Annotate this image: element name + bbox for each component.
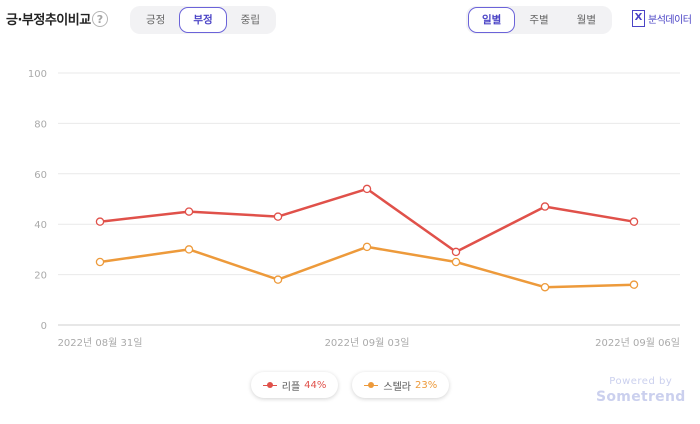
- series-line-1: [99, 245, 635, 289]
- data-point-0-6: [629, 217, 639, 226]
- data-point-1-0: [95, 257, 105, 267]
- watermark-line1: Powered by: [609, 376, 673, 387]
- y-tick-label: 20: [34, 271, 47, 282]
- data-point-0-3: [362, 184, 372, 194]
- y-tick-label: 0: [41, 321, 47, 332]
- line-chart: 0 20 40 60 80 100 2022년 08월 31일 2022년 09월 03일 20…: [28, 69, 680, 349]
- data-point-0-1: [184, 207, 194, 216]
- x-tick-label: 2022년 08월 31일: [58, 337, 143, 349]
- tab-weekly[interactable]: 주별: [529, 14, 549, 26]
- watermark-logo: Sometrend: [596, 389, 686, 405]
- legend-share-ripple: 44%: [304, 379, 327, 391]
- data-point-1-5: [540, 282, 550, 292]
- y-tick-label: 100: [28, 69, 47, 80]
- y-tick-label: 80: [34, 119, 47, 130]
- data-point-1-6: [629, 280, 639, 289]
- chart-title: 긍·부정추이비교: [6, 13, 91, 28]
- export-data-button[interactable]: X 분석데이터: [632, 10, 692, 27]
- x-tick-label: 2022년 09월 06일: [595, 337, 680, 349]
- x-tick-label: 2022년 09월 03일: [325, 337, 410, 349]
- data-point-0-0: [95, 217, 105, 226]
- data-point-1-2: [273, 275, 283, 284]
- series-line-0: [99, 187, 635, 254]
- excel-icon: X: [632, 10, 645, 27]
- legend-item-stellar[interactable]: 스텔라 23%: [352, 372, 450, 398]
- data-point-0-4: [451, 247, 461, 257]
- tab-monthly[interactable]: 월별: [576, 14, 596, 26]
- y-tick-label: 60: [34, 170, 47, 181]
- data-point-1-1: [184, 245, 194, 254]
- data-point-0-5: [540, 202, 550, 211]
- powered-by-watermark: Powered by Sometrend: [596, 376, 686, 405]
- legend-marker-stellar: [364, 381, 379, 389]
- help-icon[interactable]: ?: [92, 11, 108, 27]
- period-toggle: 일별 주별 월별: [466, 6, 612, 34]
- legend-marker-ripple: [262, 381, 277, 389]
- legend-label-stellar: 스텔라: [383, 381, 411, 393]
- legend-share-stellar: 23%: [415, 379, 438, 391]
- tab-negative[interactable]: 부정: [179, 7, 227, 33]
- tab-daily[interactable]: 일별: [468, 7, 516, 33]
- data-point-0-2: [273, 212, 283, 221]
- legend-item-ripple[interactable]: 리플 44%: [250, 372, 339, 398]
- data-point-1-3: [362, 242, 372, 252]
- tab-neutral[interactable]: 중립: [240, 14, 260, 26]
- legend-label-ripple: 리플: [281, 381, 301, 393]
- export-data-label: 분석데이터: [648, 15, 692, 26]
- chart-legend: 리플 44% 스텔라 23%: [0, 372, 700, 398]
- y-tick-label: 40: [34, 220, 47, 231]
- sentiment-toggle: 긍정 부정 중립: [130, 6, 276, 34]
- data-point-1-4: [451, 257, 461, 267]
- tab-positive[interactable]: 긍정: [146, 14, 166, 26]
